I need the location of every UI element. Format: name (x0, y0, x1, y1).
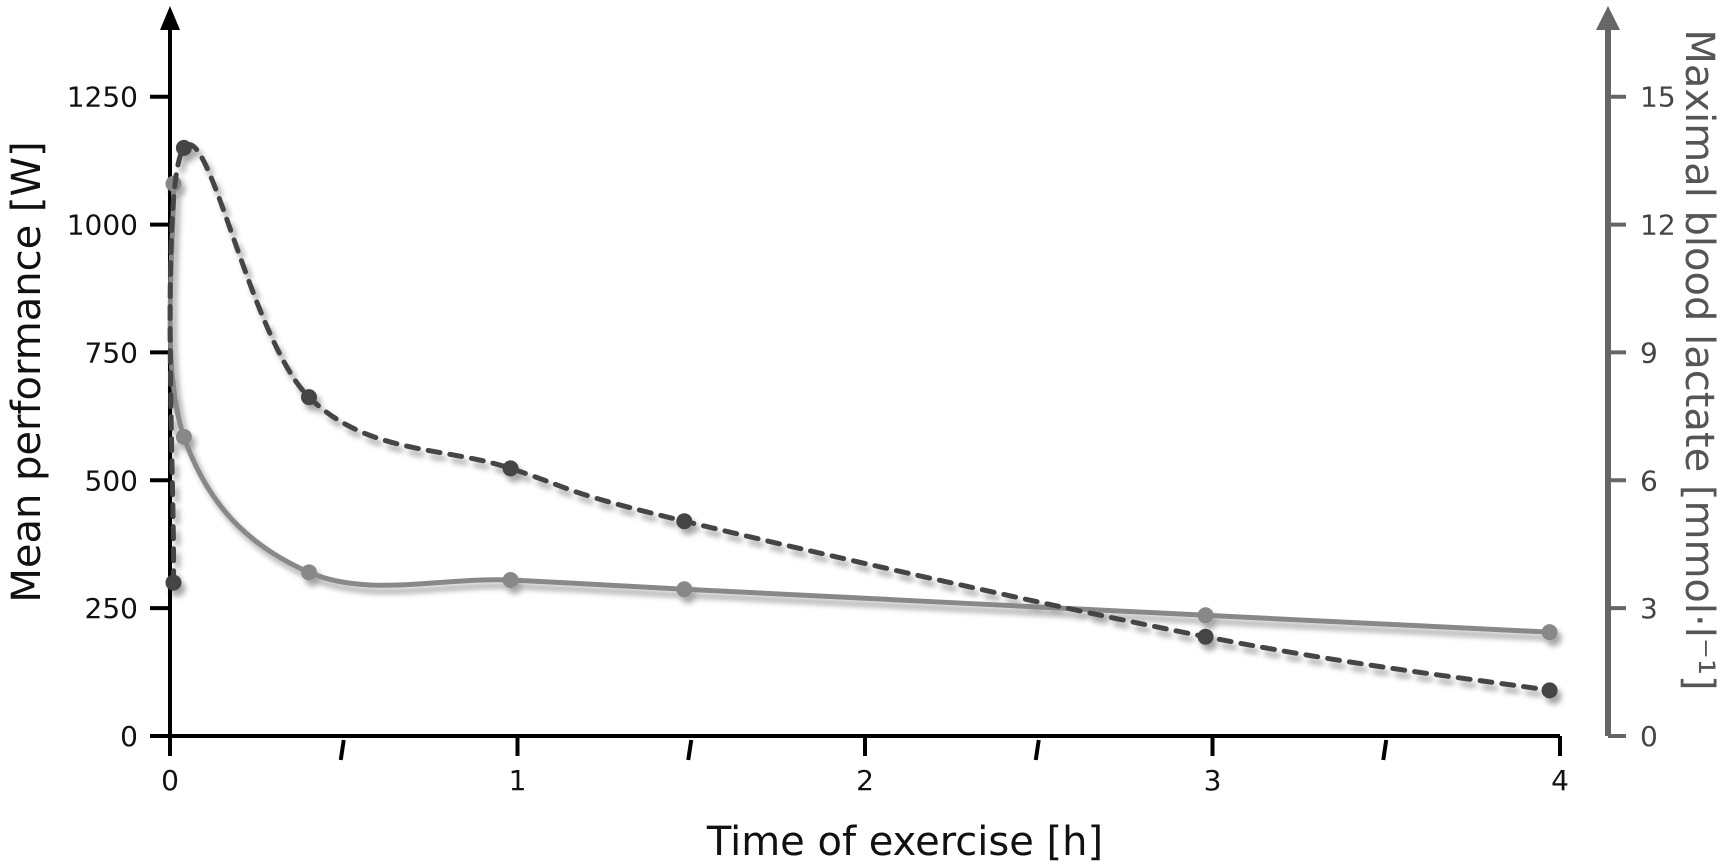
right-y-tick-label: 3 (1640, 592, 1658, 625)
right-y-ticks: 0 3 6 9 12 15 (1608, 81, 1676, 753)
left-y-axis-title: Mean performance [W] (4, 141, 50, 602)
x-ticks: 0 1 2 3 4 (161, 736, 1569, 797)
left-y-tick-label: 0 (120, 720, 138, 753)
right-y-axis-arrow (1596, 6, 1620, 30)
lactate-data-point (175, 139, 192, 156)
left-y-axis-arrow (160, 6, 180, 30)
right-y-tick-label: 9 (1640, 336, 1658, 369)
right-y-tick-label: 15 (1640, 81, 1676, 114)
left-y-tick-label: 1250 (67, 81, 138, 114)
x-minor-tick-mark (1033, 739, 1041, 761)
x-minor-tick-mark (1381, 739, 1389, 761)
performance-data-point (676, 581, 693, 598)
x-minor-tick-mark (338, 739, 346, 761)
left-y-tick-label: 500 (85, 464, 138, 497)
right-y-tick-label: 6 (1640, 464, 1658, 497)
series-layer (165, 139, 1558, 699)
x-tick-label: 4 (1551, 764, 1569, 797)
performance-data-point (1197, 607, 1214, 624)
lactate-data-point (502, 460, 519, 477)
left-y-tick-label: 250 (85, 592, 138, 625)
lactate-data-point (301, 389, 317, 406)
lactate-data-point (1197, 628, 1214, 645)
right-y-tick-label: 12 (1640, 209, 1676, 242)
x-tick-label: 2 (856, 764, 874, 797)
left-y-tick-label: 1000 (67, 209, 138, 242)
performance-data-point (175, 428, 192, 445)
x-tick-label: 0 (161, 764, 179, 797)
x-minor-tick-mark (686, 739, 694, 761)
lactate-data-point (1541, 682, 1558, 699)
right-y-axis-title: Maximal blood lactate [mmol·l⁻¹] (1676, 29, 1722, 690)
left-y-tick-label: 750 (85, 336, 138, 369)
performance-data-point (1541, 624, 1558, 641)
x-axis-title: Time of exercise [h] (706, 819, 1103, 865)
x-tick-label: 1 (509, 764, 527, 797)
x-tick-label: 3 (1204, 764, 1222, 797)
performance-series-line (167, 181, 1553, 635)
right-y-tick-label: 0 (1640, 720, 1658, 753)
lactate-data-point (165, 574, 182, 591)
performance-data-point (301, 564, 317, 581)
performance-data-point (502, 572, 519, 589)
lactate-data-point (676, 513, 693, 530)
lactate-series-line (167, 142, 1553, 693)
left-y-ticks: 0 250 500 750 1000 1250 (67, 81, 170, 753)
